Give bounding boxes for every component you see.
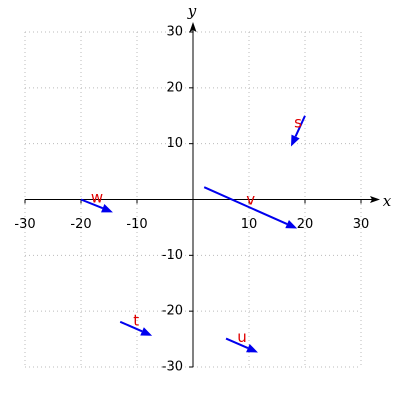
y-tick-label: -30 (162, 360, 183, 375)
vector-head (291, 134, 300, 147)
vector-shaft (203, 186, 288, 225)
vector-shaft (225, 337, 249, 349)
y-tick-label: 30 (166, 25, 183, 40)
y-axis-arrow (189, 22, 197, 32)
x-tick-label: 20 (297, 217, 314, 232)
y-tick-label: 20 (166, 80, 183, 95)
x-tick-label: 10 (241, 217, 258, 232)
vector-label: w (91, 188, 103, 206)
vector-label: v (246, 190, 255, 208)
vector (80, 198, 113, 213)
vector-label: t (133, 311, 139, 329)
vector (203, 186, 298, 229)
x-axis-arrow (370, 196, 380, 203)
vector-shaft (80, 198, 104, 210)
vector (119, 320, 153, 336)
x-tick-label: -30 (14, 217, 35, 232)
vector-shaft (119, 320, 143, 333)
vector-head (140, 327, 153, 336)
vector-label: u (237, 328, 247, 346)
x-tick-label: -20 (70, 217, 91, 232)
y-axis-label: y (187, 2, 197, 20)
y-tick-label: -10 (162, 248, 183, 263)
vector-head (101, 204, 113, 213)
y-tick-label: -20 (162, 304, 183, 319)
vector-label: s (294, 114, 302, 132)
vector (291, 115, 306, 147)
vector (225, 337, 258, 353)
x-axis-label: x (383, 192, 392, 210)
vector-head (246, 343, 258, 353)
x-tick-label: 30 (353, 217, 370, 232)
vector-shaft (294, 115, 306, 137)
vector-head (285, 219, 298, 229)
y-tick-label: 10 (166, 136, 183, 151)
x-tick-label: -10 (126, 217, 147, 232)
